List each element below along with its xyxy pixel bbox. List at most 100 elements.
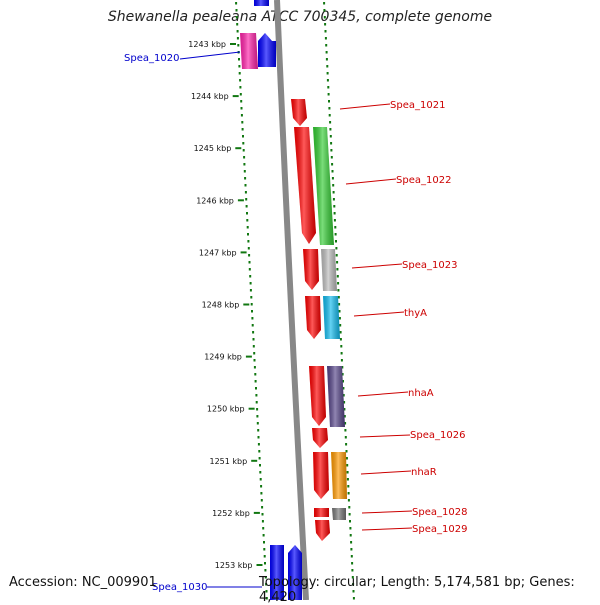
- accession-text: Accession: NC_009901: [9, 575, 157, 590]
- gc-dot: [338, 310, 341, 313]
- gc-dot: [265, 583, 268, 586]
- gene-spea-1029[interactable]: [315, 520, 330, 541]
- gene-label-spea-1026[interactable]: Spea_1026: [410, 430, 465, 441]
- gc-dot: [247, 240, 250, 243]
- gene-spea-1030-forward-b[interactable]: [288, 545, 302, 600]
- gc-dot: [338, 317, 341, 320]
- gc-dot: [345, 457, 348, 460]
- gc-dot: [240, 114, 243, 117]
- gc-dot: [328, 107, 331, 110]
- gene-label-nhar[interactable]: nhaR: [411, 467, 437, 478]
- gene-spea-1023[interactable]: [321, 249, 337, 291]
- gene-nhar[interactable]: [331, 452, 347, 499]
- gc-dot: [352, 597, 355, 600]
- gc-dot: [258, 457, 261, 460]
- gc-dot: [246, 219, 249, 222]
- gc-dot: [238, 72, 241, 75]
- gc-dot: [243, 170, 246, 173]
- tick-label: 1249 kbp: [204, 353, 242, 362]
- gc-dot: [238, 58, 240, 61]
- gene-spea-1020-forward[interactable]: [258, 33, 276, 67]
- ruler-ticks: 1243 kbp 1244 kbp 1245 kbp 1246 kbp 1247 kbp…: [188, 40, 263, 570]
- gc-dot: [333, 212, 336, 215]
- gc-dot: [246, 226, 249, 229]
- gene-spea-1022-red[interactable]: [294, 127, 316, 244]
- tick-label: 1246 kbp: [196, 196, 234, 205]
- reverse-strand-genes: [240, 33, 347, 541]
- gene-thya-red[interactable]: [305, 296, 321, 339]
- gc-dot: [324, 37, 327, 40]
- gene-labels: Spea_1020 Spea_1021 Spea_1022 Spea_1023 …: [124, 53, 467, 593]
- gene-spea-1022[interactable]: [313, 127, 334, 245]
- gc-dot: [348, 506, 351, 509]
- gene-spea-1030-segment[interactable]: [254, 0, 269, 6]
- gc-dot: [245, 198, 248, 201]
- gc-dot: [350, 541, 353, 544]
- tick-label: 1252 kbp: [212, 509, 250, 518]
- gene-nhaa-red[interactable]: [309, 366, 326, 426]
- gc-dot: [329, 121, 332, 124]
- gc-dot: [244, 184, 247, 187]
- gc-dot: [247, 247, 250, 250]
- gc-dot: [339, 338, 342, 341]
- gc-dot: [263, 555, 266, 558]
- gc-dot: [332, 198, 335, 201]
- tick-label: 1248 kbp: [202, 301, 240, 310]
- gene-label-nhaa[interactable]: nhaA: [408, 388, 434, 399]
- gc-dot: [335, 254, 338, 257]
- gene-spea-1030-forward-a[interactable]: [270, 545, 284, 600]
- gene-label-spea-1029[interactable]: Spea_1029: [412, 524, 467, 535]
- gc-dot: [255, 394, 258, 397]
- gene-spea-1028[interactable]: [332, 508, 346, 520]
- gc-dot: [332, 184, 335, 187]
- gene-spea-1023-red[interactable]: [303, 249, 319, 290]
- gc-dot: [238, 65, 241, 68]
- gene-label-spea-1030[interactable]: Spea_1030: [152, 582, 207, 593]
- gc-dot: [343, 415, 346, 418]
- gc-dot: [257, 443, 260, 446]
- gc-dot: [349, 534, 352, 537]
- tick-label: 1244 kbp: [191, 92, 229, 101]
- gc-dot: [347, 499, 350, 502]
- gc-dot: [245, 205, 248, 208]
- gene-label-spea-1022[interactable]: Spea_1022: [396, 175, 451, 186]
- gc-dot: [349, 527, 352, 530]
- forward-strand-genes: [254, 0, 302, 600]
- tick-label: 1243 kbp: [188, 40, 226, 49]
- gc-dot: [326, 72, 329, 75]
- gene-spea-1026[interactable]: [312, 428, 328, 448]
- gc-dot: [338, 303, 341, 306]
- gc-dot: [351, 576, 354, 579]
- gene-label-thya[interactable]: thyA: [404, 308, 427, 319]
- gc-dot: [324, 23, 327, 26]
- gc-dot: [323, 2, 326, 5]
- gc-dot: [253, 352, 256, 355]
- gc-dot: [343, 408, 346, 411]
- gc-dot: [249, 275, 252, 278]
- gc-dot: [263, 541, 265, 544]
- gene-spea-1028-red[interactable]: [314, 508, 329, 517]
- gene-label-spea-1028[interactable]: Spea_1028: [412, 507, 467, 518]
- gc-dot: [323, 16, 326, 19]
- genome-summary-text: Topology: circular; Length: 5,174,581 bp…: [259, 575, 575, 605]
- gc-dot: [249, 289, 252, 292]
- gc-dot: [240, 100, 243, 103]
- gene-label-spea-1023[interactable]: Spea_1023: [402, 260, 457, 271]
- gene-nhar-red[interactable]: [313, 452, 329, 499]
- gc-dot: [345, 443, 348, 446]
- gc-dot: [244, 177, 247, 180]
- gc-dot: [242, 142, 245, 145]
- gc-dot: [242, 149, 245, 152]
- gc-dot: [344, 422, 347, 425]
- gc-dot: [250, 303, 253, 306]
- gene-nhaa[interactable]: [327, 366, 345, 427]
- gene-thya[interactable]: [323, 296, 340, 339]
- gc-dot: [248, 268, 251, 271]
- gene-label-spea-1021[interactable]: Spea_1021: [390, 100, 445, 111]
- gene-spea-1021[interactable]: [291, 99, 307, 126]
- gc-dot: [256, 408, 259, 411]
- gc-dot: [337, 296, 340, 299]
- tick-label: 1245 kbp: [194, 144, 232, 153]
- gene-label-spea-1020[interactable]: Spea_1020: [124, 53, 179, 64]
- gene-spea-1020[interactable]: [240, 33, 258, 69]
